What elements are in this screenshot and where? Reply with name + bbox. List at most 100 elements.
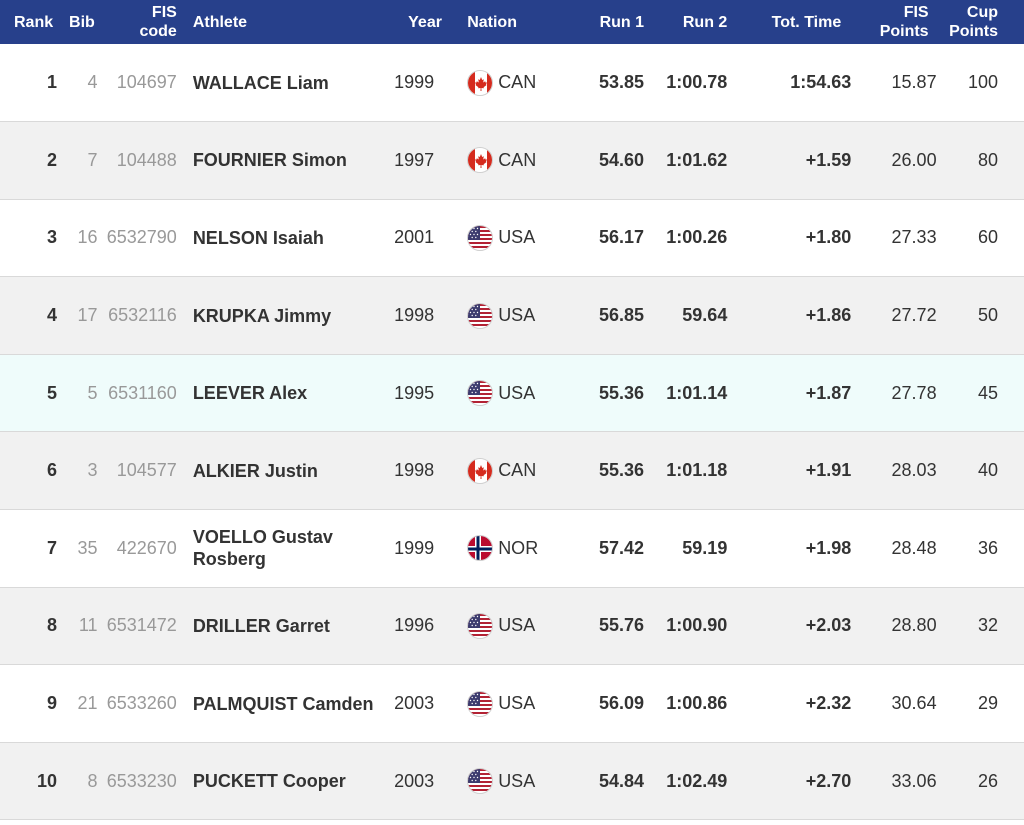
fis-points-cell: 27.78	[891, 382, 937, 403]
athlete-name-link[interactable]: LEEVER Alex	[192, 383, 308, 404]
athlete-cell: ALKIER Justin	[181, 432, 394, 510]
year-cell: 1999	[394, 537, 435, 558]
rank-cell: 4	[47, 305, 58, 326]
cup-points-cell: 100	[967, 72, 998, 93]
rank-cell: 2	[47, 149, 58, 170]
year-cell: 2001	[394, 227, 435, 248]
fis-points-cell: 30.64	[891, 693, 937, 714]
cup-points-cell: 60	[977, 227, 998, 248]
table-row-rank-7[interactable]: 7 35 422670 VOELLO Gustav Rosberg 1999 N…	[0, 509, 1024, 588]
header-run2[interactable]: Run 2	[682, 13, 728, 31]
fis-points-cell: 28.03	[891, 460, 937, 481]
athlete-name-link[interactable]: ALKIER Justin	[192, 460, 318, 481]
nation-cell: NOR	[461, 510, 563, 588]
nation-code: USA	[498, 770, 536, 791]
header-row: Rank Bib FIS code Athlete Year Nation Run…	[0, 0, 1024, 44]
total-time-cell: +1.86	[805, 305, 852, 326]
table-row-rank-5[interactable]: 5 5 6531160 LEEVER Alex 1995 USA 55.36 1…	[0, 354, 1024, 432]
run1-cell: 57.42	[598, 537, 645, 558]
table-row-rank-8[interactable]: 8 11 6531472 DRILLER Garret 1996 USA 55.…	[0, 587, 1024, 665]
fis-code-cell: 6531472	[106, 615, 177, 636]
nation-code: USA	[498, 227, 536, 248]
header-athlete[interactable]: Athlete	[192, 13, 248, 31]
year-cell: 1997	[394, 149, 435, 170]
athlete-cell: VOELLO Gustav Rosberg	[181, 510, 394, 588]
athlete-cell: LEEVER Alex	[181, 354, 394, 432]
header-cup-points[interactable]: Cup Points	[949, 4, 998, 40]
athlete-name-link[interactable]: VOELLO Gustav Rosberg	[192, 527, 333, 570]
year-cell: 2003	[394, 770, 435, 791]
athlete-name-link[interactable]: DRILLER Garret	[192, 615, 330, 636]
header-year[interactable]: Year	[408, 13, 442, 31]
athlete-name-link[interactable]: FOURNIER Simon	[192, 150, 347, 171]
year-cell: 1998	[394, 460, 435, 481]
athlete-name-link[interactable]: KRUPKA Jimmy	[192, 305, 332, 326]
cup-points-cell: 36	[977, 537, 998, 558]
bib-cell: 11	[78, 615, 98, 636]
rank-cell: 6	[47, 460, 58, 481]
athlete-name-link[interactable]: NELSON Isaiah	[192, 227, 324, 248]
run1-cell: 56.85	[598, 305, 645, 326]
nation-cell: CAN	[461, 122, 563, 200]
run1-cell: 55.76	[598, 615, 645, 636]
nation-code: CAN	[498, 72, 537, 93]
year-cell: 1995	[394, 382, 435, 403]
table-row-rank-1[interactable]: 1 4 104697 WALLACE Liam 1999 CAN 53.85 1…	[0, 44, 1024, 122]
table-row-rank-6[interactable]: 6 3 104577 ALKIER Justin 1998 CAN 55.36 …	[0, 431, 1024, 510]
athlete-cell: KRUPKA Jimmy	[181, 277, 394, 355]
run2-cell: 1:01.18	[666, 460, 728, 481]
bib-cell: 16	[77, 227, 98, 248]
table-row-rank-9[interactable]: 9 21 6533260 PALMQUIST Camden 2003 USA 5…	[0, 664, 1024, 743]
athlete-name-link[interactable]: PUCKETT Cooper	[192, 771, 346, 792]
total-time-cell: +2.03	[805, 615, 852, 636]
rank-cell: 8	[47, 615, 58, 636]
nation-code: CAN	[498, 460, 537, 481]
run1-cell: 55.36	[598, 460, 645, 481]
nation-code: USA	[498, 305, 536, 326]
run1-cell: 54.60	[598, 149, 645, 170]
results-body: 1 4 104697 WALLACE Liam 1999 CAN 53.85 1…	[0, 44, 1024, 820]
fis-code-cell: 6532116	[108, 305, 177, 326]
table-row-rank-10[interactable]: 10 8 6533230 PUCKETT Cooper 2003 USA 54.…	[0, 742, 1024, 820]
total-time-cell: +1.98	[805, 537, 852, 558]
athlete-name-link[interactable]: PALMQUIST Camden	[192, 693, 374, 714]
bib-cell: 17	[77, 305, 98, 326]
run2-cell: 1:00.78	[666, 72, 728, 93]
bib-cell: 4	[87, 72, 98, 93]
rank-cell: 5	[47, 382, 58, 403]
year-cell: 1996	[394, 615, 435, 636]
usa-flag-icon	[467, 690, 494, 717]
cup-points-cell: 50	[977, 305, 998, 326]
norway-flag-icon	[467, 535, 494, 562]
header-fis-code[interactable]: FIS code	[139, 4, 177, 40]
table-row-rank-2[interactable]: 2 7 104488 FOURNIER Simon 1997 CAN 54.60…	[0, 121, 1024, 200]
athlete-name-link[interactable]: WALLACE Liam	[192, 72, 329, 93]
rank-cell: 1	[47, 72, 58, 93]
fis-code-cell: 104577	[116, 460, 177, 481]
nation-cell: USA	[461, 665, 563, 743]
header-fis-points[interactable]: FIS Points	[879, 4, 929, 40]
total-time-cell: +1.59	[805, 149, 852, 170]
nation-code: USA	[498, 615, 536, 636]
total-time-cell: +1.87	[805, 382, 852, 403]
header-bib[interactable]: Bib	[69, 13, 95, 31]
header-total-time[interactable]: Tot. Time	[771, 13, 842, 31]
fis-points-cell: 33.06	[891, 770, 937, 791]
table-row-rank-3[interactable]: 3 16 6532790 NELSON Isaiah 2001 USA 56.1…	[0, 199, 1024, 277]
bib-cell: 8	[87, 770, 98, 791]
fis-points-cell: 28.80	[891, 615, 937, 636]
header-run1[interactable]: Run 1	[599, 13, 645, 31]
run2-cell: 59.19	[682, 537, 728, 558]
rank-cell: 7	[47, 537, 58, 558]
nation-code: CAN	[498, 149, 537, 170]
nation-code: USA	[498, 382, 536, 403]
fis-points-cell: 15.87	[891, 72, 937, 93]
table-row-rank-4[interactable]: 4 17 6532116 KRUPKA Jimmy 1998 USA 56.85…	[0, 276, 1024, 355]
nation-cell: USA	[461, 742, 563, 820]
bib-cell: 21	[77, 693, 98, 714]
header-nation[interactable]: Nation	[467, 13, 517, 31]
total-time-cell: +2.70	[805, 770, 852, 791]
nation-cell: USA	[461, 199, 563, 277]
header-rank[interactable]: Rank	[14, 13, 54, 31]
